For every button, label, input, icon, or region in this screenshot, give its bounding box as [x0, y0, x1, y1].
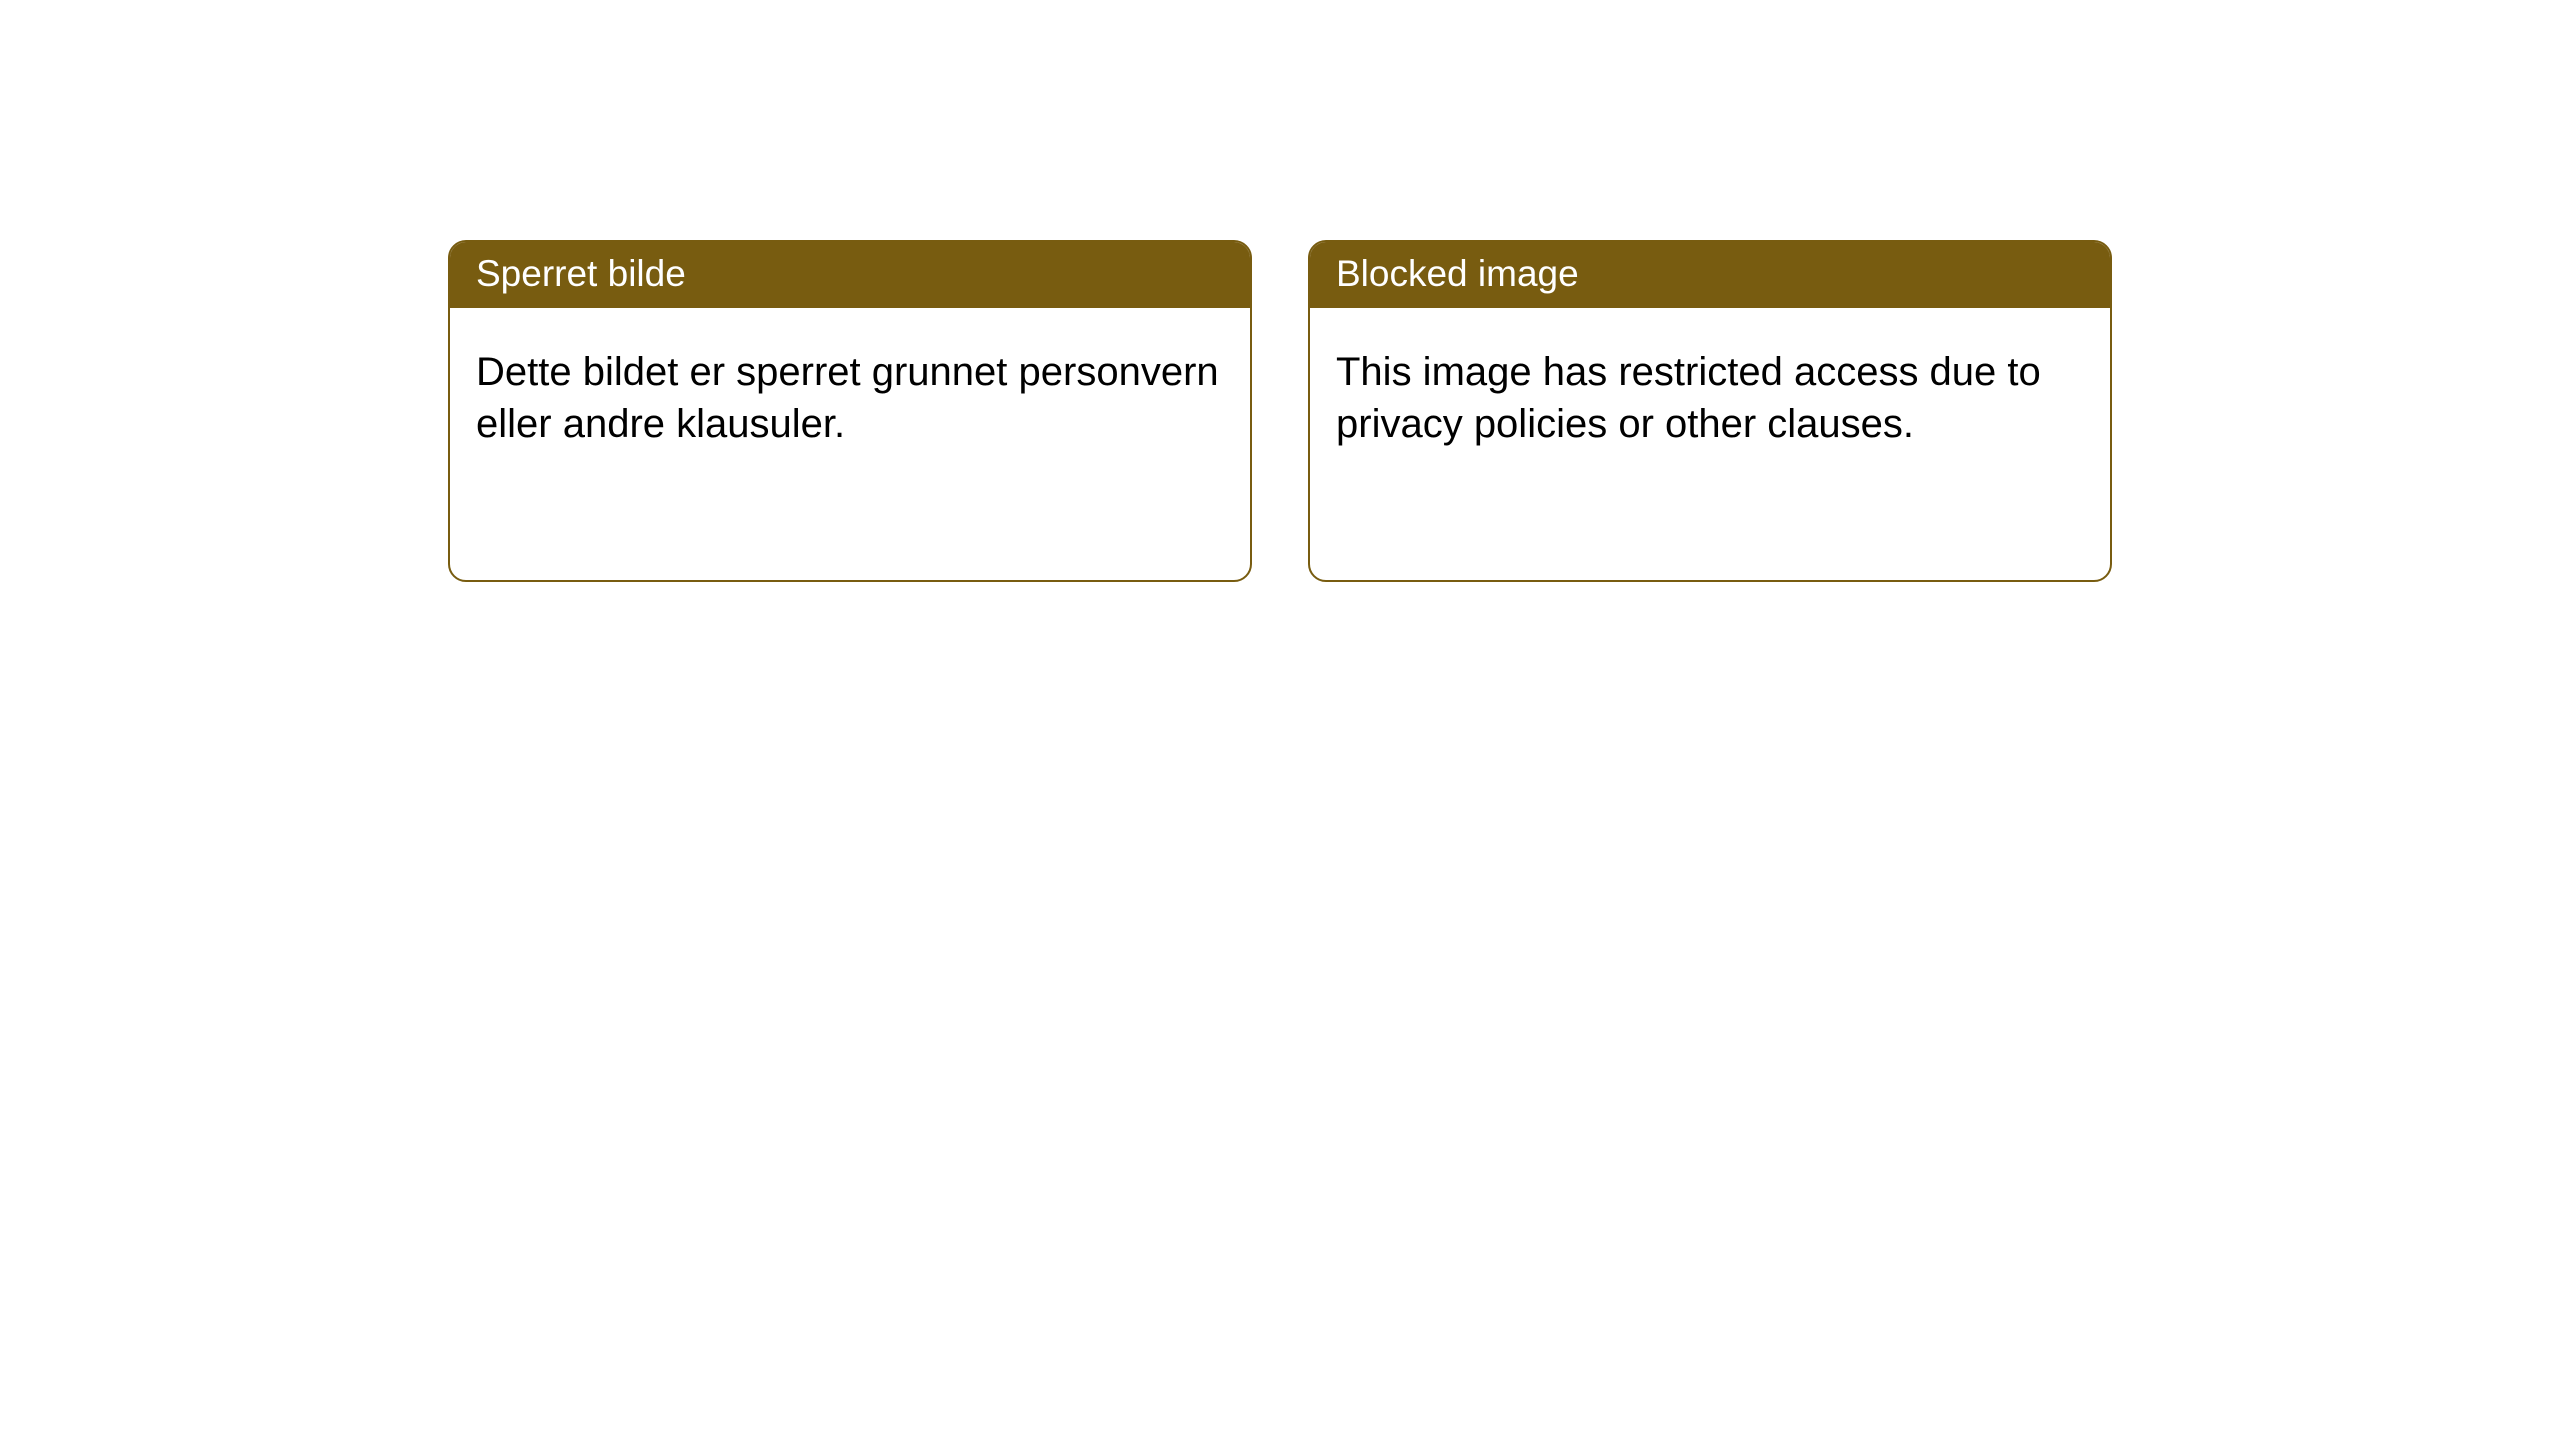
- notice-header: Blocked image: [1310, 242, 2110, 308]
- notice-header: Sperret bilde: [450, 242, 1250, 308]
- notice-card-english: Blocked image This image has restricted …: [1308, 240, 2112, 582]
- notice-card-norwegian: Sperret bilde Dette bildet er sperret gr…: [448, 240, 1252, 582]
- notice-body: Dette bildet er sperret grunnet personve…: [450, 308, 1250, 580]
- notice-body: This image has restricted access due to …: [1310, 308, 2110, 580]
- notice-container: Sperret bilde Dette bildet er sperret gr…: [0, 0, 2560, 582]
